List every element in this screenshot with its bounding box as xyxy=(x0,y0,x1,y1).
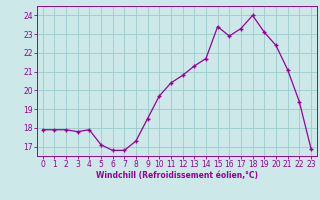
X-axis label: Windchill (Refroidissement éolien,°C): Windchill (Refroidissement éolien,°C) xyxy=(96,171,258,180)
